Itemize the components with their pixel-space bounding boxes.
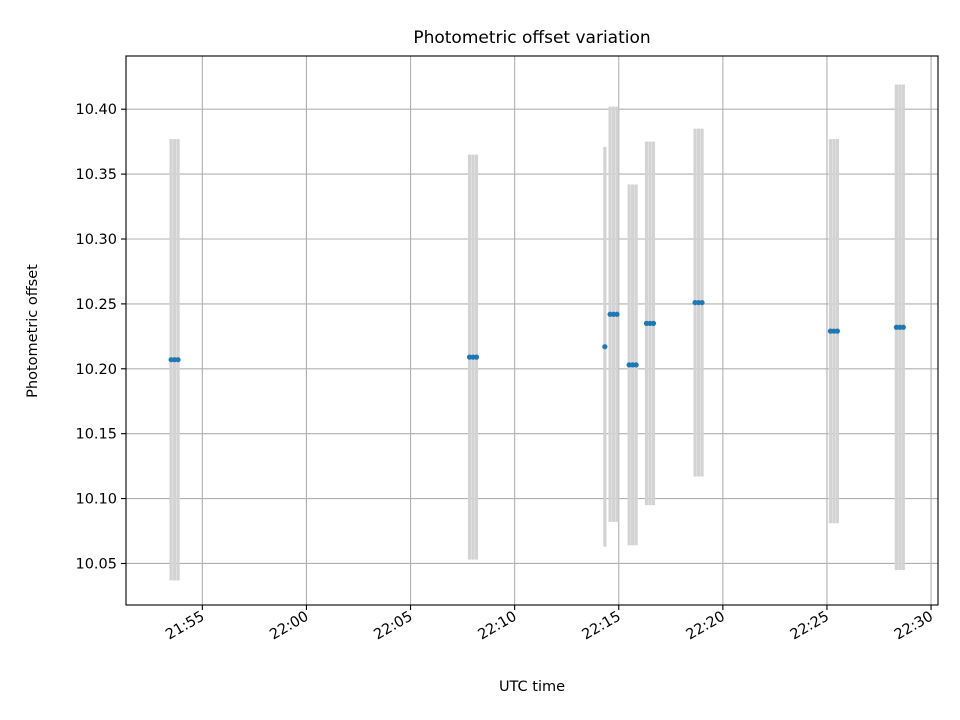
data-points	[168, 299, 906, 368]
data-point	[633, 362, 639, 368]
y-tick-label: 10.15	[75, 427, 117, 443]
data-point	[900, 324, 906, 330]
chart-title: Photometric offset variation	[413, 28, 650, 48]
data-point	[650, 320, 657, 326]
data-point	[699, 299, 705, 306]
y-tick-label: 10.30	[75, 232, 117, 248]
data-point	[602, 344, 608, 350]
y-tick-label: 10.20	[75, 362, 117, 378]
y-tick-label: 10.25	[75, 297, 117, 313]
grid-lines	[126, 56, 938, 605]
x-axis-label: UTC time	[499, 679, 565, 695]
y-tick-label: 10.05	[75, 556, 117, 572]
data-point	[175, 357, 181, 363]
y-tick-label: 10.40	[75, 102, 117, 118]
data-point	[834, 328, 840, 334]
y-tick-label: 10.35	[75, 167, 117, 183]
y-tick-label: 10.10	[75, 492, 117, 508]
data-point	[614, 311, 620, 317]
y-axis-ticks: 10.05 10.10 10.15 10.20 10.25 10.30 10.35 10.40	[75, 102, 126, 572]
y-axis-label: Photometric offset	[25, 264, 41, 398]
data-point	[473, 354, 480, 360]
plot-area-frame	[125, 55, 939, 606]
